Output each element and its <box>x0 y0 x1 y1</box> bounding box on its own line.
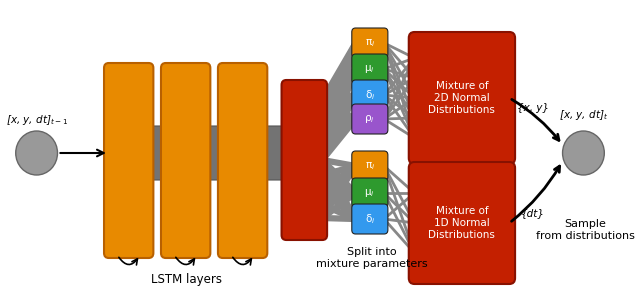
Text: μ$_i$: μ$_i$ <box>365 63 375 75</box>
Text: Mixture of
2D Normal
Distributions: Mixture of 2D Normal Distributions <box>429 81 495 115</box>
FancyBboxPatch shape <box>145 126 170 180</box>
Text: {x, y}: {x, y} <box>517 103 549 113</box>
FancyBboxPatch shape <box>202 126 227 180</box>
FancyBboxPatch shape <box>352 28 388 58</box>
FancyBboxPatch shape <box>161 63 211 258</box>
Text: Sample
from distributions: Sample from distributions <box>536 219 635 241</box>
FancyBboxPatch shape <box>260 126 290 180</box>
FancyBboxPatch shape <box>352 204 388 234</box>
Text: ρ$_i$: ρ$_i$ <box>365 113 375 125</box>
FancyBboxPatch shape <box>218 63 268 258</box>
Text: {dt}: {dt} <box>521 208 545 218</box>
FancyBboxPatch shape <box>104 63 154 258</box>
FancyBboxPatch shape <box>282 80 327 240</box>
FancyBboxPatch shape <box>352 178 388 208</box>
FancyBboxPatch shape <box>352 104 388 134</box>
FancyBboxPatch shape <box>409 32 515 164</box>
Text: π$_i$: π$_i$ <box>365 160 375 172</box>
Text: Split into
mixture parameters: Split into mixture parameters <box>316 247 428 269</box>
Text: π$_i$: π$_i$ <box>365 37 375 49</box>
FancyBboxPatch shape <box>352 151 388 181</box>
Text: δ$_i$: δ$_i$ <box>365 212 375 226</box>
Text: δ$_i$: δ$_i$ <box>365 88 375 102</box>
Text: μ$_i$: μ$_i$ <box>365 187 375 199</box>
Text: [x, y, dt]$_t$: [x, y, dt]$_t$ <box>559 108 608 122</box>
Text: LSTM layers: LSTM layers <box>151 274 222 286</box>
Text: [x, y, dt]$_{t-1}$: [x, y, dt]$_{t-1}$ <box>6 113 68 127</box>
Circle shape <box>16 131 58 175</box>
FancyBboxPatch shape <box>352 80 388 110</box>
Circle shape <box>563 131 604 175</box>
FancyBboxPatch shape <box>352 54 388 84</box>
Text: Mixture of
1D Normal
Distributions: Mixture of 1D Normal Distributions <box>429 207 495 240</box>
FancyBboxPatch shape <box>409 162 515 284</box>
